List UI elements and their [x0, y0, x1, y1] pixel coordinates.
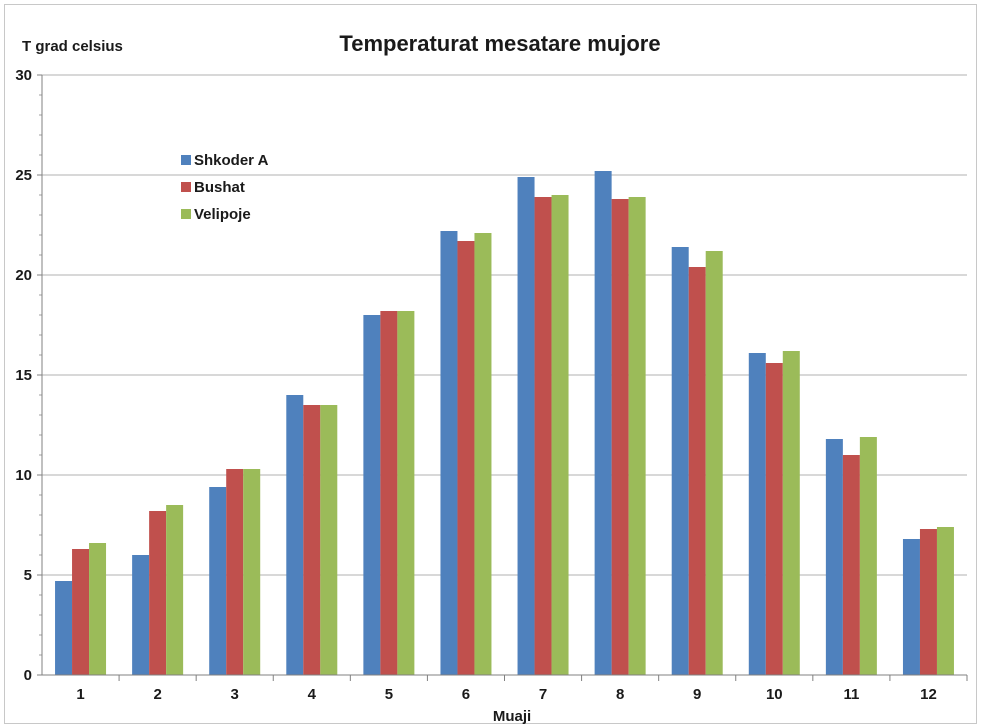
x-axis-label: Muaji — [493, 708, 531, 725]
bar-bushat — [919, 529, 937, 675]
bar-bushat — [72, 549, 90, 675]
y-tick-label: 20 — [15, 267, 32, 284]
bar-shkoder-a — [902, 539, 920, 675]
x-tick-label: 9 — [693, 686, 701, 703]
bar-bushat — [765, 363, 783, 675]
bar-shkoder-a — [671, 247, 689, 675]
bar-velipoje — [397, 311, 415, 675]
bar-bushat — [226, 469, 244, 675]
bar-velipoje — [474, 233, 492, 675]
bar-shkoder-a — [132, 555, 150, 675]
y-tick-label: 25 — [15, 167, 32, 184]
legend-swatch — [181, 209, 191, 219]
x-tick-label: 8 — [616, 686, 624, 703]
legend-label: Velipoje — [194, 206, 251, 223]
bar-shkoder-a — [594, 171, 612, 675]
bar-bushat — [688, 267, 706, 675]
bar-velipoje — [936, 527, 954, 675]
bar-bushat — [380, 311, 398, 675]
bar-velipoje — [628, 197, 646, 675]
x-tick-label: 6 — [462, 686, 470, 703]
bar-velipoje — [89, 543, 107, 675]
bar-shkoder-a — [748, 353, 766, 675]
x-tick-label: 10 — [766, 686, 783, 703]
bar-velipoje — [243, 469, 261, 675]
bar-bushat — [842, 455, 860, 675]
bar-shkoder-a — [825, 439, 843, 675]
x-tick-label: 3 — [231, 686, 239, 703]
x-tick-label: 1 — [76, 686, 84, 703]
y-axis-label: T grad celsius — [22, 38, 123, 55]
legend: Shkoder A Bushat Velipoje — [181, 152, 269, 223]
x-tick-label: 5 — [385, 686, 393, 703]
x-tick-label: 11 — [843, 686, 859, 703]
bar-shkoder-a — [286, 395, 304, 675]
bar-velipoje — [551, 195, 569, 675]
y-tick-label: 30 — [15, 67, 32, 84]
bar-shkoder-a — [440, 231, 458, 675]
bar-bushat — [457, 241, 475, 675]
bar-shkoder-a — [55, 581, 73, 675]
chart-title: Temperaturat mesatare mujore — [339, 31, 660, 56]
bar-velipoje — [782, 351, 800, 675]
bar-shkoder-a — [209, 487, 227, 675]
x-tick-label: 2 — [153, 686, 161, 703]
bar-bushat — [534, 197, 552, 675]
bar-bushat — [149, 511, 167, 675]
bar-bushat — [611, 199, 629, 675]
y-tick-label: 0 — [24, 667, 32, 684]
x-tick-label: 4 — [308, 686, 317, 703]
legend-label: Shkoder A — [194, 152, 269, 169]
bar-velipoje — [320, 405, 338, 675]
legend-swatch — [181, 182, 191, 192]
bar-velipoje — [705, 251, 723, 675]
bar-shkoder-a — [517, 177, 535, 675]
x-tick-label: 7 — [539, 686, 547, 703]
bar-bushat — [303, 405, 321, 675]
grid-lines — [42, 74, 967, 576]
y-tick-label: 10 — [15, 467, 32, 484]
legend-label: Bushat — [194, 179, 245, 196]
bars — [55, 171, 954, 675]
bar-shkoder-a — [363, 315, 381, 675]
x-tick-label: 12 — [920, 686, 937, 703]
bar-velipoje — [859, 437, 877, 675]
y-tick-label: 15 — [15, 367, 32, 384]
bar-velipoje — [166, 505, 184, 675]
legend-swatch — [181, 155, 191, 165]
y-tick-label: 5 — [24, 567, 32, 584]
